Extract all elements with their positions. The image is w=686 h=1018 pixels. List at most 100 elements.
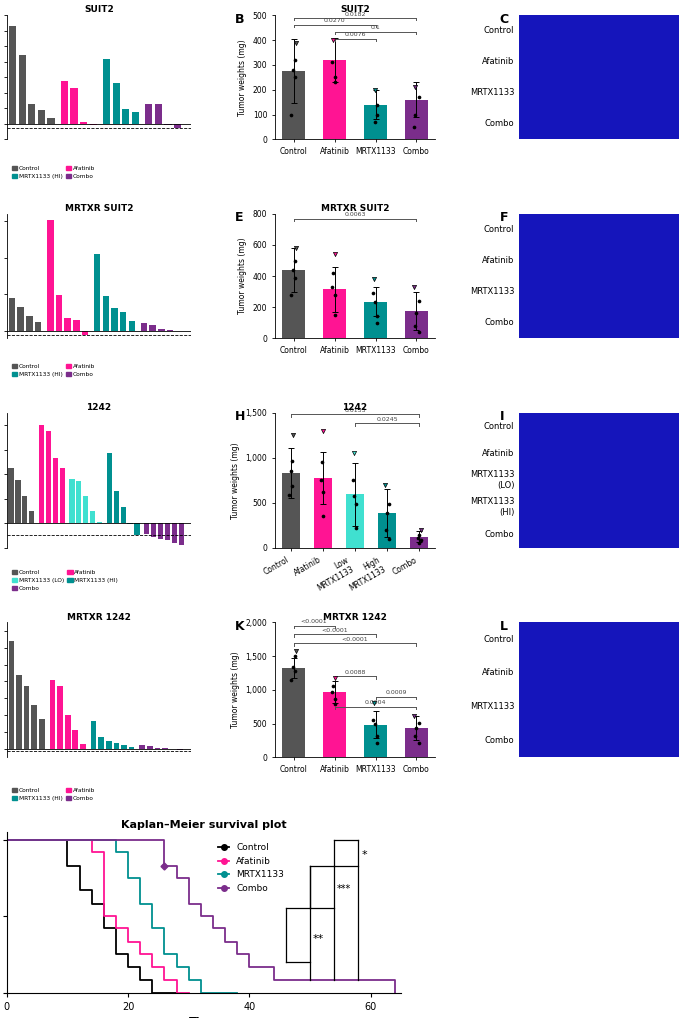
- Bar: [98, 737, 104, 749]
- Title: Kaplan–Meier survival plot: Kaplan–Meier survival plot: [121, 819, 287, 830]
- Bar: [80, 122, 87, 124]
- Text: H: H: [235, 410, 246, 423]
- Control: [88, 898, 96, 910]
- Combo: [270, 960, 278, 972]
- Combo: [366, 974, 375, 986]
- Text: F: F: [500, 212, 508, 225]
- Afatinib: [185, 986, 193, 999]
- Bar: [32, 705, 37, 749]
- Legend: Control, MRTX1133 (HI), Afatinib, Combo: Control, MRTX1133 (HI), Afatinib, Combo: [10, 362, 97, 380]
- Afatinib: [112, 910, 120, 922]
- MRTX1133: [161, 948, 169, 960]
- Bar: [120, 313, 126, 331]
- Bar: [114, 492, 119, 523]
- Bar: [282, 71, 305, 139]
- Bar: [364, 725, 387, 757]
- Combo: [172, 871, 180, 884]
- Point: [414, 324, 425, 340]
- Bar: [129, 322, 135, 331]
- MRTX1133: [197, 986, 205, 999]
- Point: [370, 114, 381, 130]
- Bar: [73, 730, 78, 749]
- Point: [285, 106, 296, 122]
- Bar: [91, 721, 97, 749]
- Bar: [314, 477, 332, 548]
- Point: [411, 305, 422, 322]
- Point: [410, 318, 421, 334]
- Bar: [26, 316, 33, 331]
- Text: MRTX1133: MRTX1133: [470, 287, 514, 296]
- Legend: Control, MRTX1133 (HI), Afatinib, Combo: Control, MRTX1133 (HI), Afatinib, Combo: [10, 163, 97, 181]
- Point: [369, 81, 380, 98]
- Point: [351, 496, 362, 512]
- Bar: [165, 523, 170, 541]
- Bar: [28, 104, 36, 124]
- Legend: Control, MRTX1133 (LO), Combo, Afatinib, MRTX1133 (HI): Control, MRTX1133 (LO), Combo, Afatinib,…: [10, 568, 121, 593]
- Point: [408, 708, 419, 724]
- Point: [415, 521, 426, 538]
- Text: MRTX1133: MRTX1133: [470, 89, 514, 98]
- Combo: [391, 986, 399, 999]
- Bar: [111, 308, 118, 331]
- Point: [283, 488, 294, 504]
- Bar: [323, 289, 346, 338]
- Bar: [24, 686, 29, 749]
- Control: [148, 974, 156, 986]
- Control: [112, 922, 120, 935]
- Bar: [282, 473, 300, 548]
- Bar: [71, 89, 78, 124]
- Text: 0.0009: 0.0009: [386, 690, 407, 695]
- Point: [289, 270, 300, 286]
- MRTX1133: [172, 960, 180, 972]
- Bar: [113, 82, 120, 124]
- Point: [368, 712, 379, 728]
- Point: [371, 734, 382, 750]
- Text: Afatinib: Afatinib: [482, 57, 514, 66]
- Afatinib: [124, 922, 132, 935]
- Combo: [3, 834, 11, 846]
- Control: [88, 884, 96, 896]
- Combo: [148, 834, 156, 846]
- Bar: [65, 716, 71, 749]
- Bar: [82, 331, 88, 335]
- Point: [408, 279, 419, 295]
- Control: [75, 859, 84, 871]
- Bar: [16, 675, 22, 749]
- Bar: [39, 719, 45, 749]
- Text: MRTX1133
(HI): MRTX1133 (HI): [470, 498, 514, 517]
- Combo: [391, 974, 399, 986]
- Point: [285, 672, 296, 688]
- Afatinib: [99, 846, 108, 858]
- Text: K: K: [235, 620, 245, 632]
- Point: [348, 445, 359, 461]
- Text: 0.0063: 0.0063: [344, 213, 366, 218]
- Bar: [69, 478, 75, 523]
- Point: [285, 463, 296, 479]
- Afatinib: [185, 986, 193, 999]
- Bar: [147, 746, 153, 749]
- Point: [410, 106, 421, 122]
- Control: [63, 859, 71, 871]
- Text: 0.0004: 0.0004: [365, 700, 386, 705]
- Combo: [233, 936, 241, 948]
- Bar: [114, 743, 119, 749]
- Bar: [172, 523, 177, 543]
- Line: Control: Control: [7, 840, 176, 993]
- Point: [287, 659, 298, 675]
- Point: [329, 670, 340, 686]
- Point: [289, 663, 300, 679]
- Y-axis label: Tumor weights (mg): Tumor weights (mg): [238, 39, 247, 116]
- Point: [414, 293, 425, 309]
- Point: [329, 286, 340, 302]
- Text: 0.0245: 0.0245: [376, 417, 398, 422]
- Text: C: C: [500, 13, 509, 25]
- Point: [289, 647, 300, 664]
- Point: [372, 308, 383, 325]
- Point: [327, 279, 338, 295]
- Point: [318, 508, 329, 524]
- Control: [3, 834, 11, 846]
- Combo: [161, 859, 169, 871]
- Point: [329, 69, 340, 86]
- Combo: [221, 922, 229, 935]
- MRTX1133: [209, 986, 217, 999]
